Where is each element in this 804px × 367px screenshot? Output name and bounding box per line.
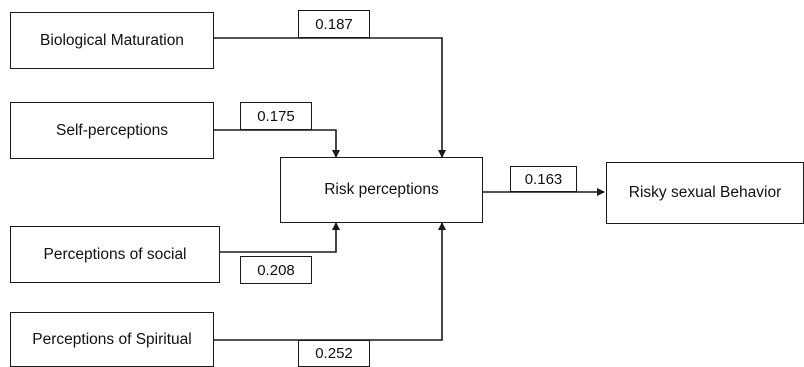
arrow-biological-to-risk bbox=[214, 37, 446, 158]
node-label: Self-perceptions bbox=[55, 121, 168, 139]
arrow-spiritual-to-risk bbox=[214, 222, 446, 341]
coefficient-biological-maturation: 0.187 bbox=[298, 10, 370, 38]
coefficient-value: 0.252 bbox=[315, 345, 353, 362]
coefficient-perceptions-of-social: 0.208 bbox=[240, 256, 312, 284]
node-label: Risky sexual Behavior bbox=[628, 184, 782, 201]
coefficient-perceptions-of-spiritual: 0.252 bbox=[298, 340, 370, 367]
coefficient-value: 0.187 bbox=[315, 15, 353, 33]
node-risky-sexual-behavior: Risky sexual Behavior bbox=[606, 162, 804, 224]
coefficient-value: 0.175 bbox=[257, 107, 295, 125]
coefficient-self-perceptions: 0.175 bbox=[240, 102, 312, 130]
node-perceptions-of-social: Perceptions of social bbox=[10, 226, 220, 283]
arrow-social-to-risk bbox=[220, 222, 340, 253]
coefficient-value: 0.208 bbox=[257, 261, 295, 279]
node-perceptions-of-spiritual: Perceptions of Spiritual bbox=[10, 312, 214, 367]
node-self-perceptions: Self-perceptions bbox=[10, 102, 214, 159]
arrow-self-to-risk bbox=[214, 129, 340, 158]
node-label: Biological Maturation bbox=[40, 31, 184, 49]
node-risk-perceptions: Risk perceptions bbox=[280, 157, 483, 223]
coefficient-risk-perceptions: 0.163 bbox=[510, 166, 577, 192]
node-biological-maturation: Biological Maturation bbox=[10, 12, 214, 69]
node-label: Perceptions of Spiritual bbox=[32, 330, 192, 348]
node-label: Perceptions of social bbox=[43, 245, 187, 263]
node-label: Risk perceptions bbox=[324, 181, 439, 198]
coefficient-value: 0.163 bbox=[524, 170, 563, 188]
